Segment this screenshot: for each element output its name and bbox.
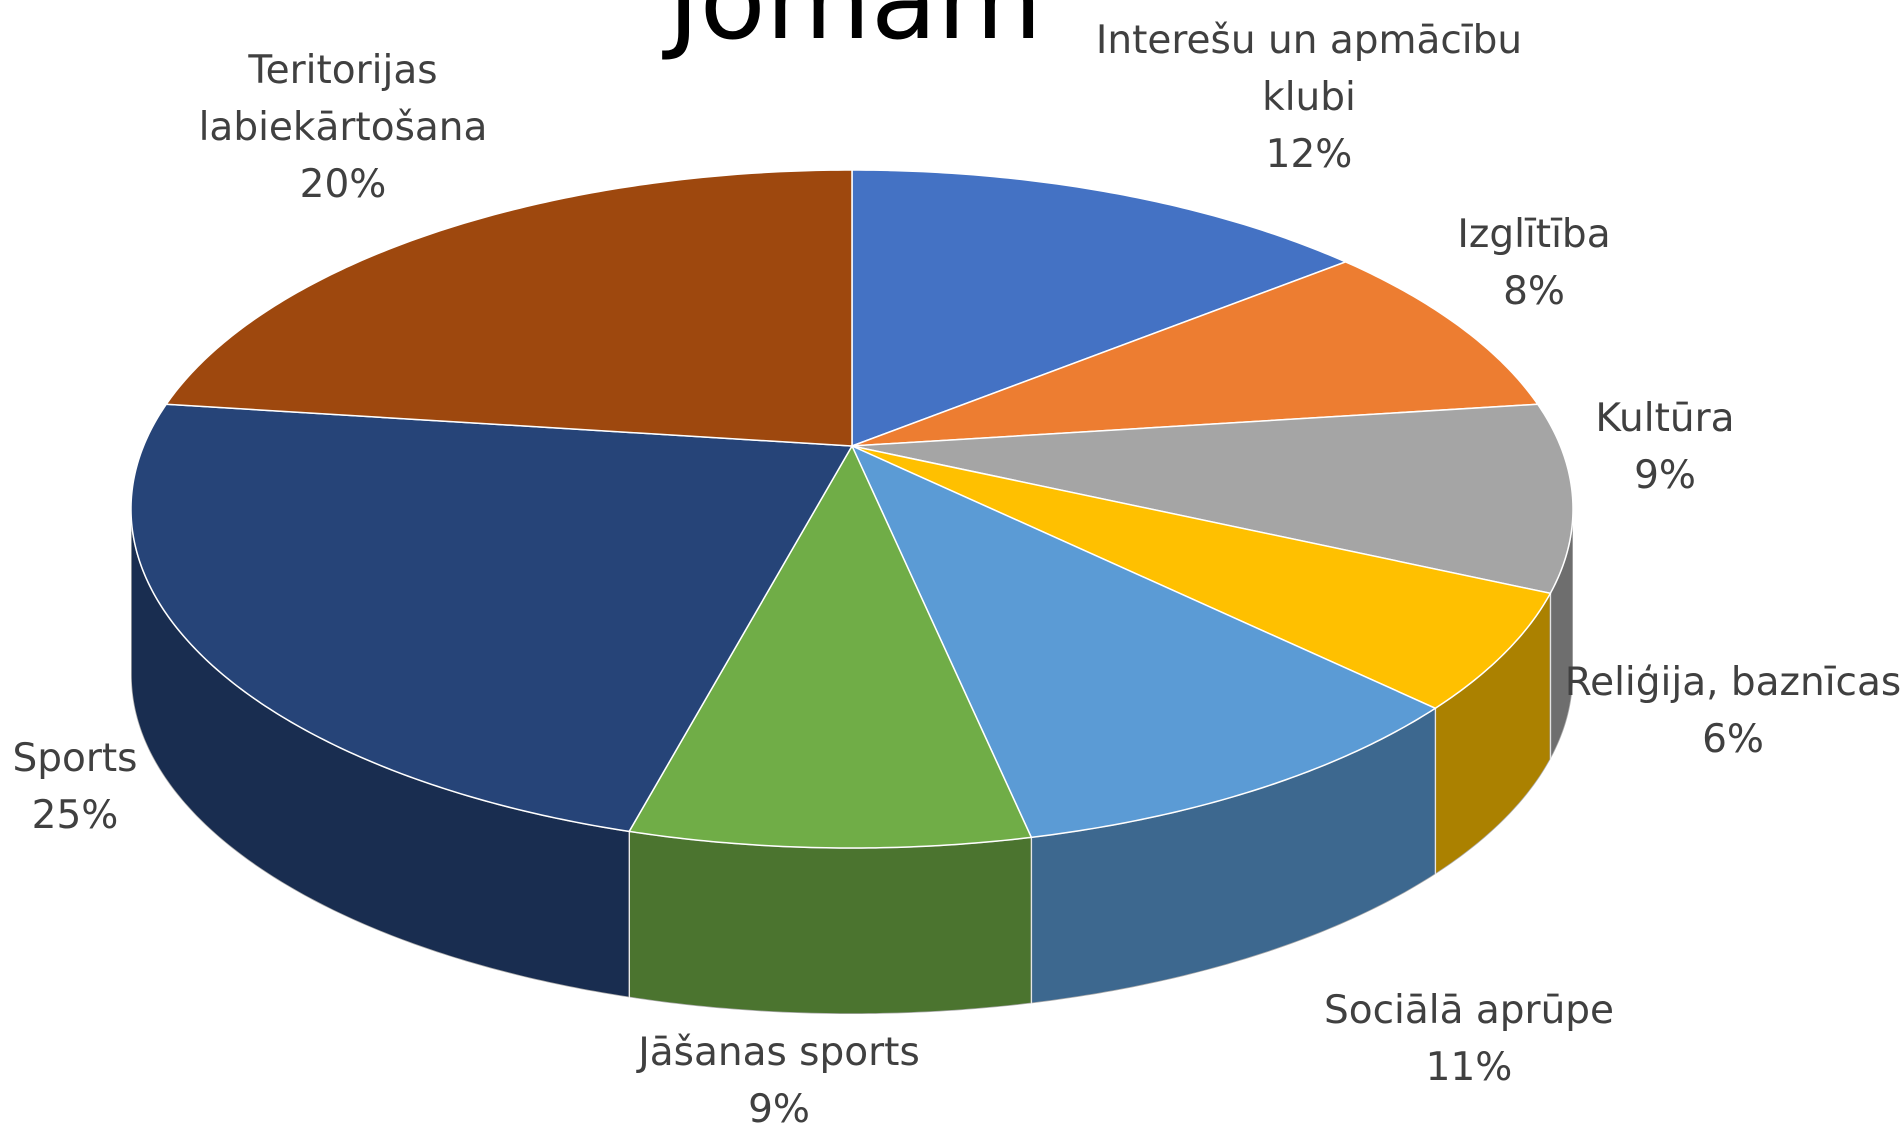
label-value: 11% <box>1425 1045 1513 1090</box>
slice <box>164 169 853 447</box>
label-value: 9% <box>1634 453 1696 498</box>
label-name: Sports <box>12 736 138 781</box>
label-value: 20% <box>299 162 387 207</box>
data-label: Izglītība 8% <box>1384 206 1684 320</box>
slice <box>130 403 854 833</box>
label-value: 6% <box>1702 717 1764 762</box>
label-value: 25% <box>31 793 119 838</box>
label-name: Sociālā aprūpe <box>1323 988 1615 1033</box>
label-name: Kultūra <box>1595 396 1735 441</box>
data-label: Jāšanas sports 9% <box>599 1024 959 1126</box>
slice <box>851 261 1540 447</box>
data-label: Reliģija, baznīcas 6% <box>1563 654 1900 768</box>
data-label: Sociālā aprūpe 11% <box>1289 982 1649 1096</box>
label-name: Teritorijas labiekārtošana <box>198 48 488 150</box>
data-label: Teritorijas labiekārtošana 20% <box>178 42 508 213</box>
label-value: 8% <box>1503 269 1565 314</box>
label-name: Interešu un apmācību klubi <box>1095 18 1523 120</box>
label-name: Jāšanas sports <box>638 1030 920 1075</box>
chart-title: Jomām <box>662 0 1043 64</box>
label-value: 9% <box>748 1087 810 1126</box>
label-name: Izglītība <box>1457 212 1611 257</box>
slice <box>851 169 1348 448</box>
slice <box>850 444 1437 839</box>
data-label: Kultūra 9% <box>1515 390 1815 504</box>
slice-side-shade <box>131 509 630 998</box>
label-value: 12% <box>1265 132 1353 177</box>
slice-side-shade <box>1435 593 1551 875</box>
slice <box>851 445 1552 710</box>
slice <box>851 403 1574 595</box>
slice <box>627 444 1033 849</box>
data-label: Interešu un apmācību klubi 12% <box>1089 12 1529 183</box>
data-label: Sports 25% <box>0 730 150 844</box>
slice-side-shade <box>1550 509 1573 760</box>
label-name: Reliģija, baznīcas <box>1564 660 1900 705</box>
slice-side-shade <box>629 831 1032 1014</box>
slice-side-shade <box>1031 708 1436 1004</box>
